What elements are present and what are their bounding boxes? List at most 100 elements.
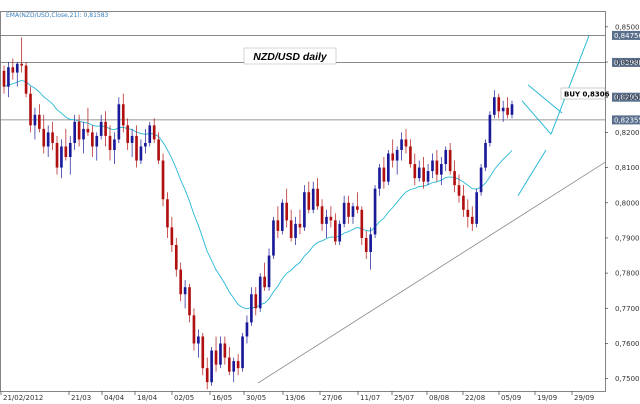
candle bbox=[448, 142, 452, 175]
candle bbox=[139, 139, 143, 165]
candle-body bbox=[453, 171, 456, 186]
candle bbox=[166, 192, 169, 238]
candle-body bbox=[250, 294, 253, 323]
candle-body bbox=[188, 287, 191, 316]
candle-body bbox=[148, 125, 152, 143]
candle bbox=[294, 216, 297, 245]
candle-body bbox=[448, 149, 452, 172]
candle bbox=[382, 157, 386, 189]
candle bbox=[82, 121, 85, 154]
candle-body bbox=[46, 132, 50, 147]
candle bbox=[400, 132, 403, 161]
candle-body bbox=[117, 104, 121, 140]
candle bbox=[351, 202, 355, 224]
candle bbox=[298, 209, 302, 235]
candle-body bbox=[227, 357, 231, 372]
candle bbox=[68, 135, 72, 175]
candle-body bbox=[29, 93, 32, 126]
candle-body bbox=[174, 244, 178, 270]
candle-body bbox=[280, 202, 284, 231]
ema-layer bbox=[3, 80, 513, 310]
level-label: 0,82355 bbox=[614, 116, 640, 124]
x-tick-label: 02/05 bbox=[174, 394, 194, 402]
candle-body bbox=[417, 167, 421, 179]
candle-body bbox=[104, 121, 107, 136]
y-tick-label: 0,7700 bbox=[615, 305, 640, 313]
candle-body bbox=[333, 220, 337, 242]
candle-body bbox=[466, 209, 470, 217]
candle-body bbox=[33, 114, 37, 126]
candle bbox=[236, 354, 240, 376]
candle-body bbox=[294, 223, 297, 238]
candle bbox=[55, 135, 59, 175]
candle-body bbox=[232, 361, 236, 372]
candle-body bbox=[68, 142, 72, 158]
candle bbox=[431, 153, 434, 179]
candle bbox=[144, 128, 147, 154]
x-tick-label: 19/09 bbox=[537, 394, 557, 402]
candle bbox=[497, 93, 501, 119]
candle-body bbox=[144, 142, 147, 147]
candle-body bbox=[20, 63, 23, 66]
candle bbox=[453, 160, 456, 193]
candle-body bbox=[201, 336, 205, 369]
candle bbox=[51, 121, 54, 150]
candle bbox=[369, 227, 372, 270]
candle-body bbox=[342, 202, 346, 224]
candle bbox=[276, 206, 280, 238]
candle-body bbox=[325, 216, 328, 224]
indicator-label: EMA(NZD/USD,Close,21): 0,81583 bbox=[6, 12, 109, 19]
candle-body bbox=[395, 149, 399, 161]
candle-body bbox=[157, 139, 160, 161]
candle bbox=[413, 153, 417, 186]
candle bbox=[205, 357, 209, 390]
candle bbox=[347, 195, 350, 224]
candle-body bbox=[329, 216, 333, 221]
y-tick-label: 0,7600 bbox=[615, 340, 640, 348]
candle-body bbox=[91, 132, 94, 147]
candles-layer bbox=[2, 37, 514, 390]
candle bbox=[29, 86, 32, 133]
candle bbox=[108, 125, 112, 161]
plot-frame bbox=[0, 11, 606, 392]
x-tick-label: 25/07 bbox=[394, 394, 414, 402]
candle bbox=[20, 37, 23, 73]
candle-body bbox=[422, 167, 425, 182]
candle-body bbox=[431, 160, 434, 172]
candle bbox=[95, 132, 99, 161]
candle-body bbox=[303, 192, 306, 228]
candle bbox=[170, 216, 174, 253]
candle bbox=[38, 104, 41, 133]
candle bbox=[135, 125, 138, 168]
flag-lower-line bbox=[521, 100, 552, 135]
candle-body bbox=[347, 202, 350, 217]
candle bbox=[91, 125, 94, 158]
level-label-box bbox=[612, 30, 640, 40]
candle-body bbox=[378, 167, 381, 189]
candle bbox=[99, 114, 103, 140]
candle bbox=[214, 336, 218, 372]
candle bbox=[303, 185, 306, 231]
candle-body bbox=[409, 146, 412, 165]
candle bbox=[320, 199, 324, 231]
candle-body bbox=[121, 104, 125, 126]
title-box: NZD/USD daily bbox=[243, 47, 337, 65]
candle-body bbox=[205, 368, 209, 383]
candle bbox=[325, 209, 328, 238]
candle bbox=[258, 273, 262, 312]
candle bbox=[484, 139, 487, 172]
candle-body bbox=[360, 209, 364, 238]
candle-body bbox=[135, 135, 138, 161]
candle-body bbox=[391, 153, 395, 161]
candle bbox=[60, 139, 63, 179]
y-tick-label: 0,8300 bbox=[615, 94, 640, 102]
trendlines bbox=[257, 35, 606, 384]
price-marker-box bbox=[612, 92, 640, 102]
candle bbox=[404, 128, 408, 154]
x-tick-label: 21/03 bbox=[71, 394, 91, 402]
candle bbox=[24, 62, 28, 98]
candle bbox=[395, 146, 399, 175]
candle bbox=[210, 347, 213, 386]
candle bbox=[117, 97, 121, 143]
